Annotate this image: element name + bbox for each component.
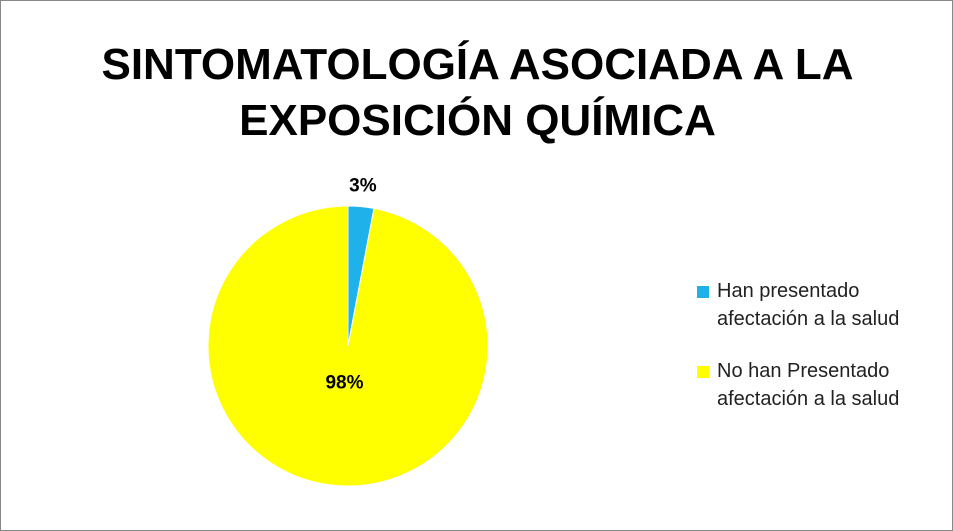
data-label: 98%	[325, 373, 363, 394]
pie-slice	[207, 205, 489, 487]
legend-label: Han presentado afectación a la salud	[717, 280, 900, 330]
chart-title: SINTOMATOLOGÍA ASOCIADA A LA EXPOSICIÓN …	[101, 40, 854, 145]
legend-item: Han presentado afectación a la salud	[697, 277, 949, 333]
legend-item: No han Presentado afectación a la salud	[697, 357, 949, 413]
legend-swatch	[697, 286, 709, 298]
data-label: 3%	[349, 176, 377, 197]
legend-swatch	[697, 366, 709, 378]
legend-label: No han Presentado afectación a la salud	[717, 360, 900, 410]
